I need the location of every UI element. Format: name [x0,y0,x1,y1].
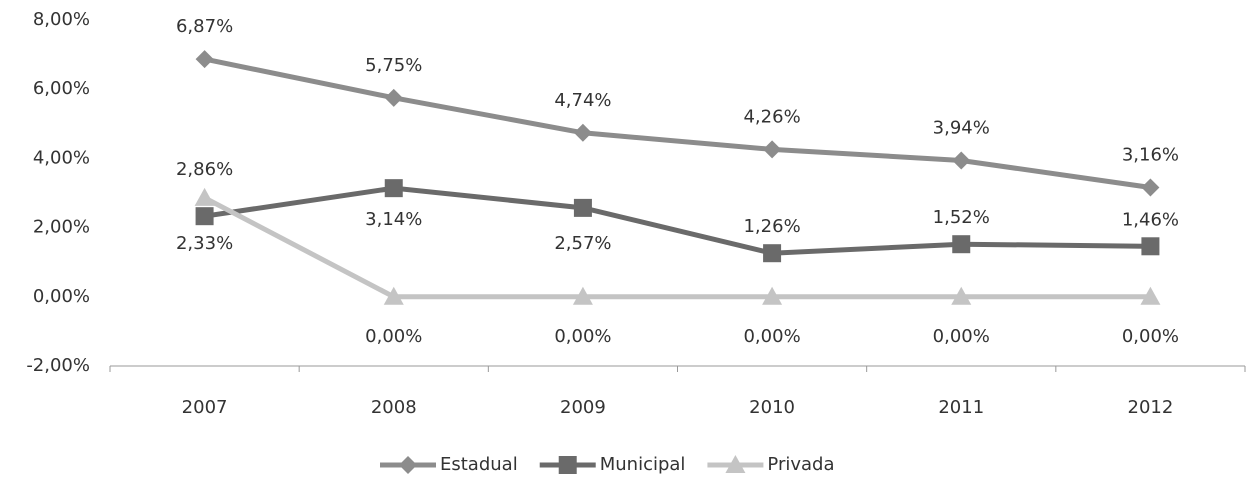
x-tick-label: 2012 [1128,397,1174,418]
point [1140,286,1161,305]
legend-marker [558,456,577,474]
data-label: 5,75% [365,55,422,76]
data-label: 2,86% [176,159,233,180]
data-label: 1,26% [743,216,800,237]
x-tick-label: 2008 [371,397,417,418]
x-tick-label: 2009 [560,397,606,418]
legend-label: Estadual [440,454,518,475]
x-tick-label: 2007 [182,397,228,418]
data-label: 0,00% [743,326,800,347]
data-label: 4,74% [554,90,611,111]
point [763,140,782,159]
y-tick-label: 2,00% [33,217,90,238]
point [195,50,214,69]
legend-marker [725,455,746,473]
data-label: 0,00% [933,326,990,347]
legend-label: Municipal [600,454,686,475]
point [763,244,782,263]
point [383,286,404,305]
x-tick-label: 2011 [938,397,984,418]
data-label: 1,46% [1122,209,1179,230]
y-tick-label: 8,00% [33,9,90,30]
point [194,187,215,206]
point [384,88,403,107]
data-label: 3,14% [365,209,422,230]
point [762,286,783,305]
data-label: 4,26% [743,106,800,127]
point [952,151,971,170]
data-label: 3,94% [933,117,990,138]
series-line [204,56,1151,190]
point [195,207,214,226]
point [573,123,592,142]
y-tick-label: -2,00% [26,355,90,376]
point [952,235,971,254]
legend-label: Privada [767,454,834,475]
data-label: 0,00% [554,326,611,347]
x-tick-label: 2010 [749,397,795,418]
data-label: 2,57% [554,233,611,254]
y-tick-label: 0,00% [33,286,90,307]
data-label: 1,52% [933,207,990,228]
point [1141,237,1160,256]
y-tick-label: 6,00% [33,78,90,99]
point [573,198,592,217]
data-label: 0,00% [1122,326,1179,347]
legend-marker [399,456,417,474]
series-line [203,195,1151,300]
series-line [204,185,1151,256]
data-label: 0,00% [365,326,422,347]
y-tick-label: 4,00% [33,147,90,168]
point [951,286,972,305]
point [1141,178,1160,197]
data-label: 2,33% [176,233,233,254]
point [384,179,403,198]
data-label: 3,16% [1122,144,1179,165]
point [572,286,593,305]
data-label: 6,87% [176,16,233,37]
